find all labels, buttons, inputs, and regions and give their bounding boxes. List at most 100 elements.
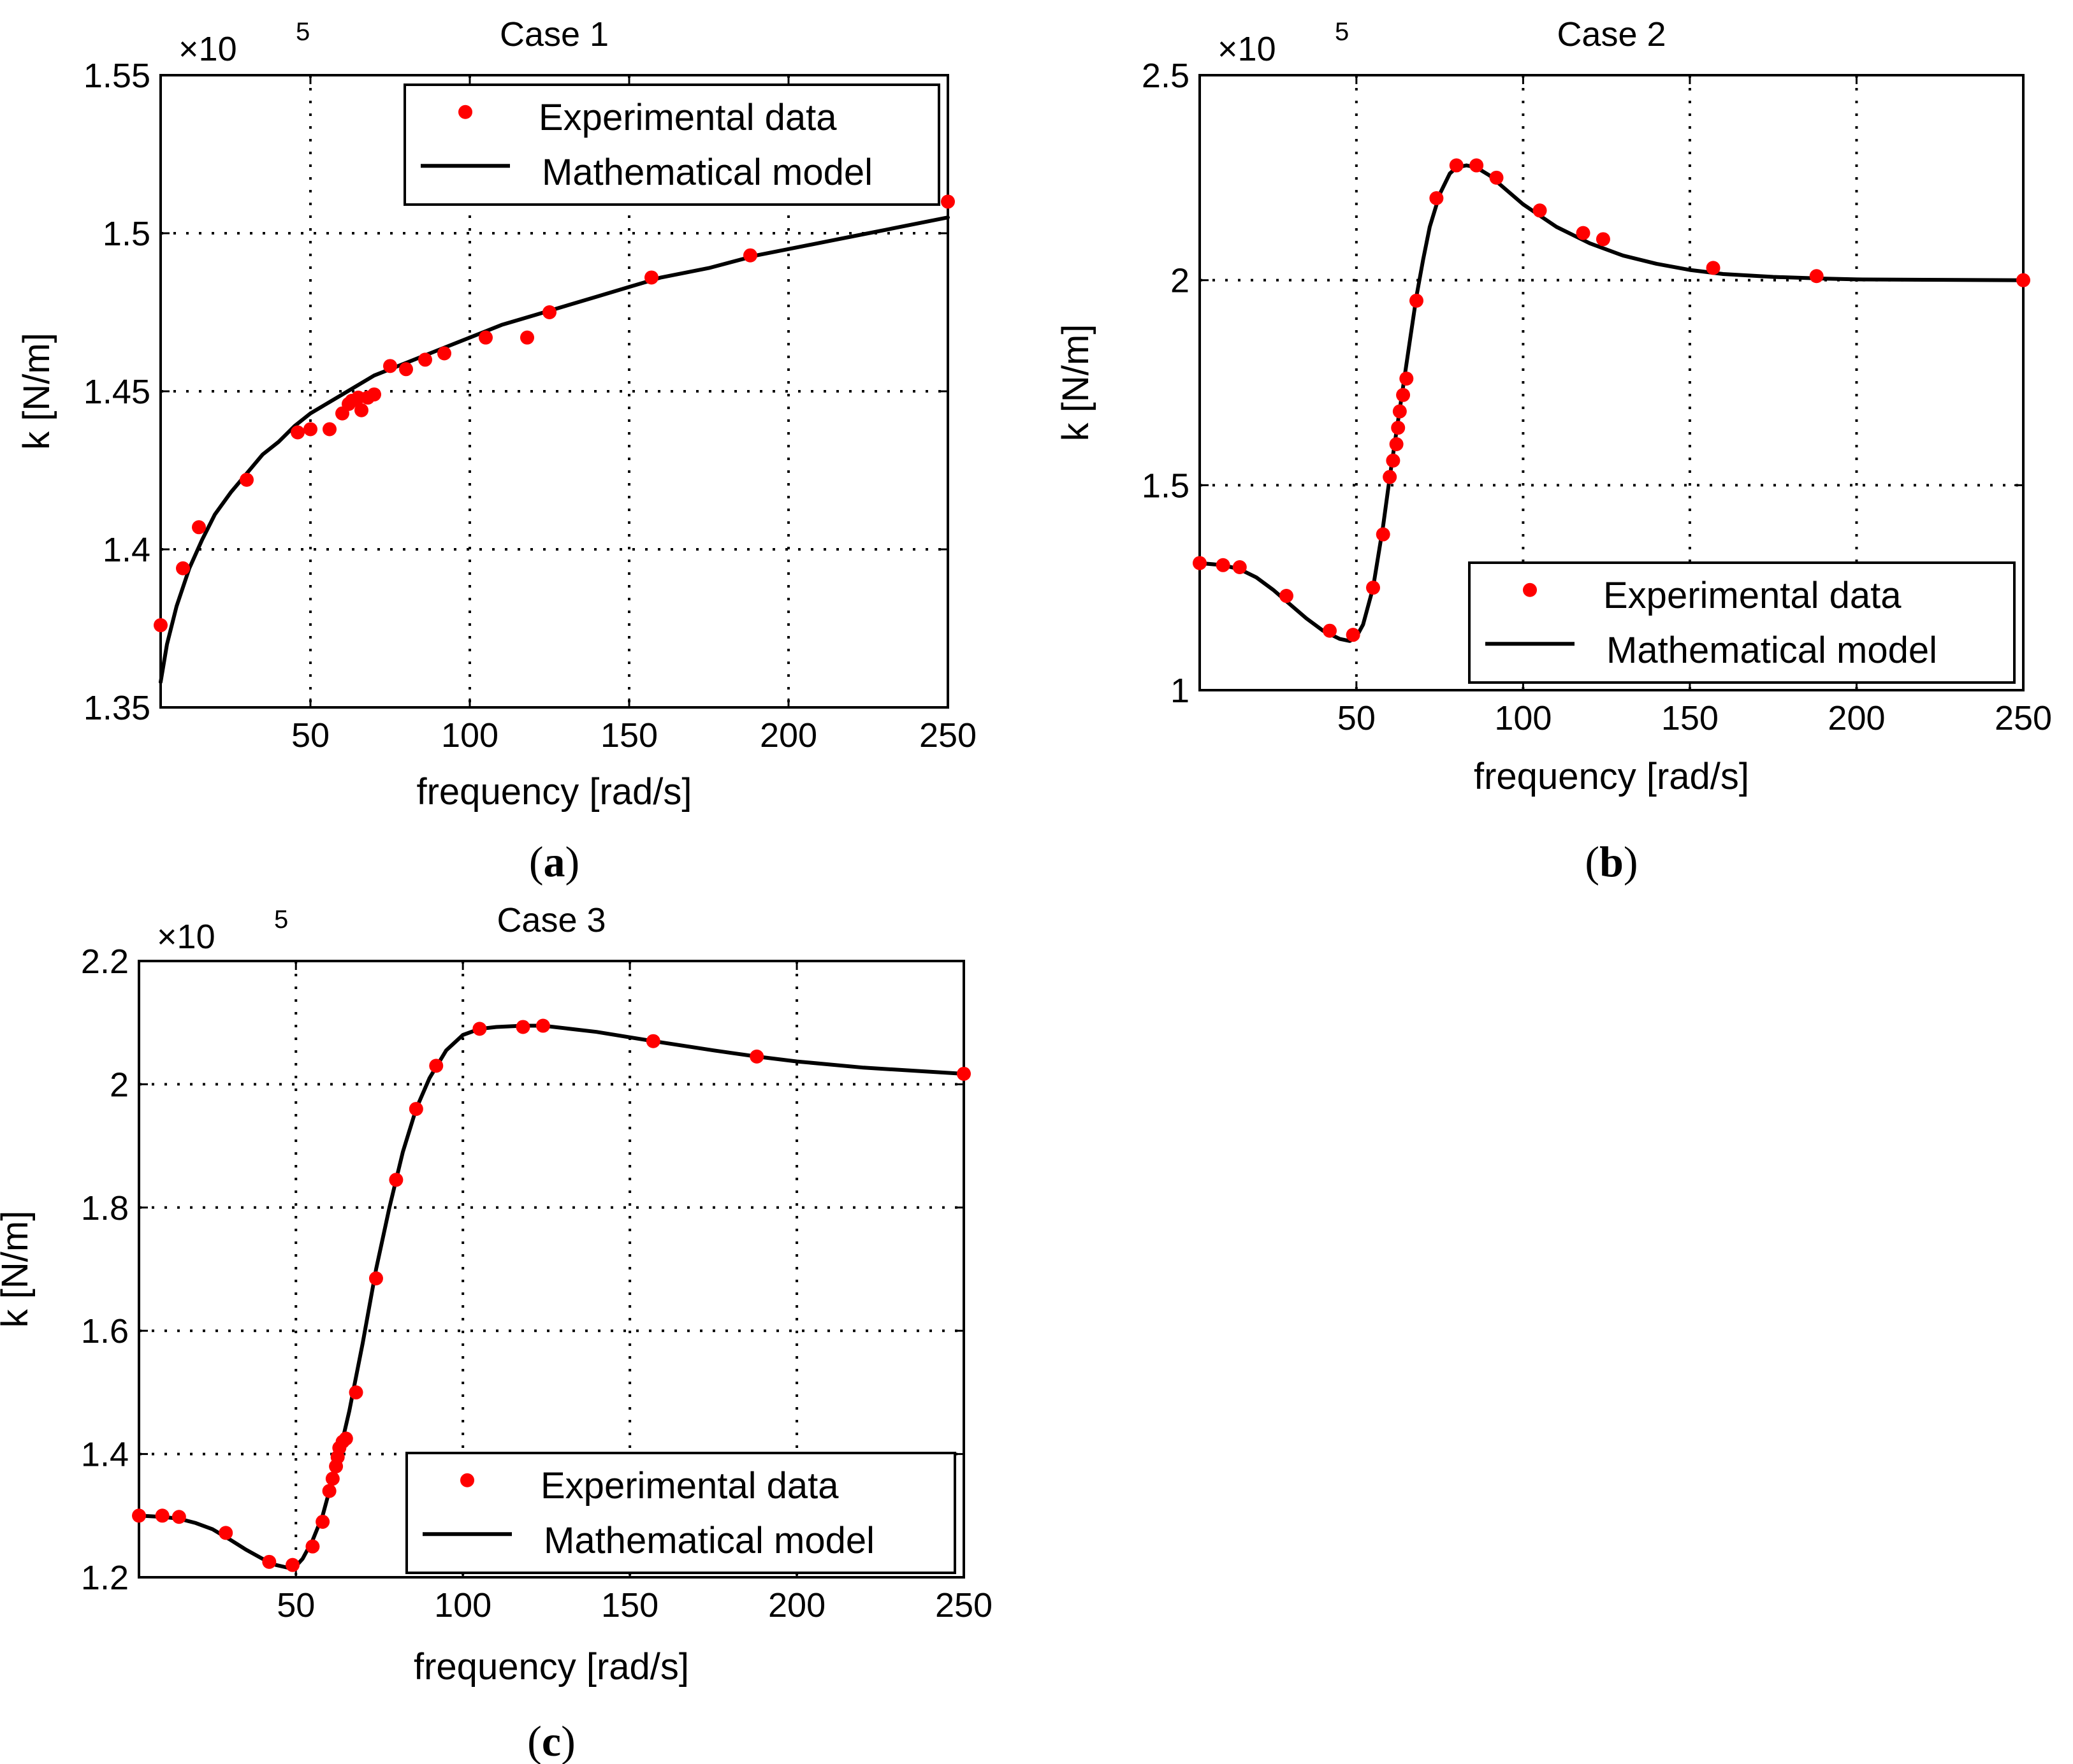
data-point xyxy=(1391,421,1406,435)
plot-frame xyxy=(138,960,965,1579)
data-point xyxy=(399,362,413,377)
legend-label-model: Mathematical model xyxy=(542,152,873,193)
data-point xyxy=(322,1484,337,1498)
data-point xyxy=(367,387,381,401)
data-point xyxy=(1449,158,1464,173)
data-point xyxy=(1193,556,1207,570)
data-point xyxy=(1489,170,1504,185)
data-point xyxy=(1396,387,1411,402)
data-point xyxy=(1409,293,1423,308)
data-point xyxy=(389,1173,404,1187)
data-point xyxy=(1429,191,1444,205)
data-point xyxy=(1532,203,1547,218)
x-tick-label: 250 xyxy=(1995,699,2052,737)
data-point xyxy=(1706,261,1720,275)
legend-marker-experimental xyxy=(460,1473,474,1487)
data-point xyxy=(338,1431,353,1446)
data-point xyxy=(1469,158,1484,173)
data-point xyxy=(1346,628,1360,642)
x-tick-label: 200 xyxy=(760,716,817,755)
data-point xyxy=(1279,589,1293,604)
panel-case-3: 50 100 150 200 250 1.2 1.4 1.6 1.8 2 2.2 ×10 5 Case 3… xyxy=(0,901,993,1764)
model-curve xyxy=(1198,163,2025,643)
data-point xyxy=(1323,623,1337,638)
y-exponent-label: ×10 xyxy=(178,30,237,68)
y-axis-label: k [N/m] xyxy=(16,333,57,450)
data-point xyxy=(354,403,368,417)
data-point xyxy=(155,1508,170,1523)
x-tick-label: 100 xyxy=(434,1586,491,1624)
x-tick-label: 200 xyxy=(768,1586,826,1624)
data-point xyxy=(535,1018,550,1033)
data-point xyxy=(743,248,757,263)
y-tick-label: 1.2 xyxy=(81,1559,129,1597)
y-tick-label: 1.8 xyxy=(81,1189,129,1227)
legend-label-experimental: Experimental data xyxy=(539,97,837,138)
panel-label: (c) xyxy=(527,1717,576,1764)
data-point xyxy=(479,330,493,345)
y-exponent-power: 5 xyxy=(296,18,310,46)
x-tick-label: 200 xyxy=(1828,699,1885,737)
x-axis-label: frequency [rad/s] xyxy=(417,771,692,813)
x-tick-label: 150 xyxy=(1661,699,1719,737)
data-point xyxy=(1399,372,1414,386)
data-point xyxy=(1576,226,1590,240)
y-tick-label: 1.5 xyxy=(103,215,150,253)
data-point xyxy=(285,1558,300,1572)
x-axis-label: frequency [rad/s] xyxy=(1474,756,1749,797)
data-point xyxy=(429,1059,444,1073)
x-axis-label: frequency [rad/s] xyxy=(414,1646,689,1688)
model-curve xyxy=(159,215,950,684)
data-point xyxy=(132,1508,146,1523)
data-point xyxy=(154,618,168,633)
y-tick-label: 1.4 xyxy=(81,1436,129,1474)
data-point xyxy=(646,1034,660,1048)
x-tick-label: 50 xyxy=(291,716,330,755)
data-point xyxy=(171,1510,186,1524)
data-point xyxy=(316,1514,330,1529)
y-tick-label: 1.4 xyxy=(103,531,150,569)
x-tick-label: 150 xyxy=(600,716,658,755)
panel-label-open: ( xyxy=(527,1717,542,1764)
x-tick-label: 250 xyxy=(935,1586,993,1624)
x-tick-label: 50 xyxy=(277,1586,315,1624)
panel-label-letter: a xyxy=(544,837,565,886)
data-point xyxy=(437,346,451,361)
panel-label-letter: b xyxy=(1599,837,1624,886)
y-tick-label: 1.45 xyxy=(84,373,150,411)
panel-label-close: ) xyxy=(565,837,580,886)
data-point xyxy=(644,270,658,285)
data-point xyxy=(1376,527,1390,542)
data-point xyxy=(192,520,206,535)
y-axis-label: k [N/m] xyxy=(1055,324,1096,442)
data-point xyxy=(349,1385,363,1399)
panel-label-open: ( xyxy=(529,837,544,886)
data-point xyxy=(409,1102,423,1117)
data-point xyxy=(2016,273,2030,287)
panel-label-letter: c xyxy=(542,1717,561,1764)
plot-frame xyxy=(1198,74,2025,691)
y-tick-label: 1.35 xyxy=(84,689,150,727)
x-tick-label: 50 xyxy=(1337,699,1376,737)
y-tick-label: 2 xyxy=(110,1066,129,1104)
data-point xyxy=(305,1539,320,1554)
data-point xyxy=(219,1526,233,1540)
panel-label: (b) xyxy=(1585,837,1638,886)
panel-case-2: 50 100 150 200 250 1 1.5 2 2.5 ×10 5 Case 2 frequenc… xyxy=(1055,15,2052,886)
legend-label-model: Mathematical model xyxy=(544,1520,875,1561)
data-point xyxy=(1392,404,1407,419)
legend-marker-experimental xyxy=(458,105,472,119)
legend: Experimental data Mathematical model xyxy=(404,83,940,206)
model-curve xyxy=(137,1023,966,1570)
y-exponent-power: 5 xyxy=(274,906,288,934)
panel-label-close: ) xyxy=(561,1717,576,1764)
y-exponent-label: ×10 xyxy=(157,918,215,956)
chart-title: Case 3 xyxy=(497,901,606,939)
legend: Experimental data Mathematical model xyxy=(1468,561,2016,684)
y-tick-label: 2 xyxy=(1170,262,1189,300)
data-point xyxy=(1383,470,1397,484)
data-point xyxy=(957,1066,971,1081)
y-tick-label: 2.2 xyxy=(81,943,129,981)
y-exponent-label: ×10 xyxy=(1218,30,1276,68)
